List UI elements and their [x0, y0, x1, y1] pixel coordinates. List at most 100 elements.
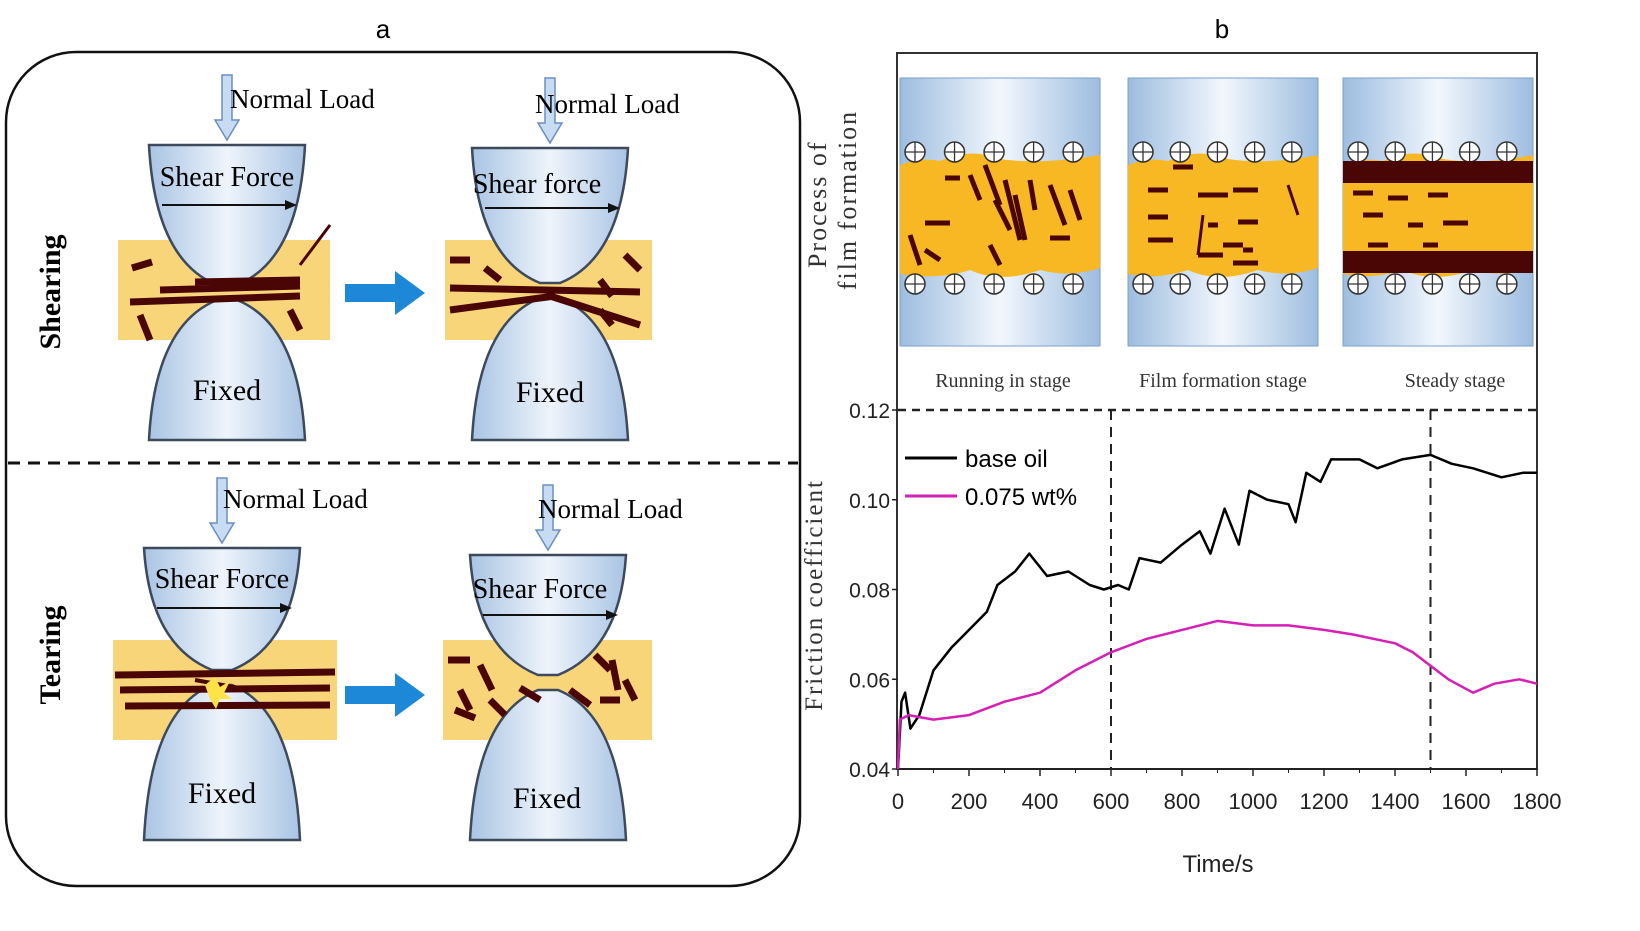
- normal-load-label: Normal Load: [535, 89, 680, 119]
- y-axis-label: Friction coefficient: [801, 479, 828, 711]
- graphene-flake: [622, 252, 643, 273]
- graphene-flake: [136, 313, 154, 342]
- lubricant-film: [1343, 153, 1533, 277]
- graphene-flake: [992, 198, 1013, 232]
- shear-arrowhead-icon: [608, 203, 620, 213]
- surface-ion-icon-cross: [905, 274, 925, 294]
- surface-ion-icon-cross: [1170, 274, 1191, 294]
- graphene-flake: [298, 224, 332, 266]
- panel-b: b Process of film formation Running in s…: [801, 14, 1561, 878]
- surface-ion-icon-cross: [1385, 142, 1406, 162]
- x-tick-label: 600: [1093, 789, 1130, 814]
- graphene-flake: [608, 659, 622, 691]
- graphene-flake: [456, 688, 474, 712]
- graphene-flake: [194, 678, 251, 692]
- graphene-flake: [482, 265, 503, 283]
- surface-ion-icon-cross: [944, 142, 965, 162]
- shear-force-label: Shear Force: [155, 564, 290, 595]
- graphene-flake: [621, 678, 639, 702]
- surface-ion-icon-cross: [984, 274, 1005, 294]
- fixed-label: Fixed: [193, 374, 261, 407]
- surface-ion-icon-cross: [1133, 142, 1153, 162]
- stage-label-film-formation: Film formation stage: [1139, 370, 1307, 392]
- x-tick-label: 1400: [1371, 789, 1420, 814]
- surface-ion-icon-cross: [1496, 142, 1517, 162]
- stage-schematic: [899, 77, 1101, 347]
- stage-label-running-in: Running in stage: [935, 370, 1071, 392]
- surface-ion-icon-cross: [1459, 142, 1480, 162]
- stage-schematic: [1127, 77, 1319, 347]
- surface-ion-icon-cross: [1459, 274, 1480, 294]
- surface-ion-icon-cross: [1281, 142, 1302, 162]
- contact-unit: [113, 477, 337, 842]
- x-tick-label: 1600: [1442, 789, 1491, 814]
- surface-ion-icon-cross: [1422, 274, 1443, 294]
- graphene-flake: [159, 282, 301, 294]
- legend: base oil 0.075 wt%: [905, 446, 1077, 511]
- panel-a-label: a: [376, 14, 391, 44]
- transition-arrow-icon: [345, 271, 425, 315]
- friction-chart: 0 200 400 600 800 1000 1200 1400 1600 1800 0.04 0.0…: [849, 400, 1561, 814]
- surface-ion-icon-cross: [1133, 274, 1153, 294]
- panel-b-label: b: [1215, 14, 1229, 44]
- surface-ion-icon-cross: [1422, 142, 1443, 162]
- surface-ion-icon-cross: [1281, 274, 1302, 294]
- surface-ion-icon-cross: [984, 142, 1005, 162]
- surface-ion-icon-cross: [1348, 274, 1368, 294]
- graphene-flake: [967, 174, 983, 201]
- normal-load-label: Normal Load: [230, 84, 375, 114]
- y-tick-label: 0.06: [849, 669, 890, 692]
- surface-ion-icon-cross: [1348, 142, 1368, 162]
- panel-a: a Shearing Tearing Normal Load Shear For…: [4, 14, 802, 888]
- stage-schematic: [1342, 77, 1534, 347]
- graphene-flake: [114, 668, 336, 679]
- normal-load-label: Normal Load: [538, 494, 683, 524]
- graphene-flake: [518, 684, 542, 704]
- normal-load-arrow-icon: [536, 77, 564, 145]
- surface-ion-icon-cross: [944, 274, 965, 294]
- shear-arrowhead-icon: [280, 603, 292, 613]
- surface-ion-icon-cross: [1023, 142, 1044, 162]
- graphene-flake: [982, 164, 1003, 206]
- transition-arrow-icon: [345, 673, 425, 717]
- lubricant-film: [1128, 153, 1318, 277]
- graphene-flake: [1286, 184, 1300, 216]
- series-line-additive: [896, 619, 1538, 770]
- graphene-flake: [476, 663, 496, 692]
- graphene-flake: [130, 258, 154, 272]
- graphene-flake: [129, 292, 301, 306]
- process-label: Process of film formation: [803, 110, 862, 290]
- surface-ion-icon-cross: [1244, 142, 1265, 162]
- graphene-flake: [1027, 179, 1038, 211]
- surface-ion-icon-cross: [1023, 274, 1044, 294]
- surface-ion-icon-cross: [905, 142, 925, 162]
- graphene-flake: [1002, 179, 1023, 241]
- fracture-spark-icon: [205, 677, 232, 709]
- surface-ion-icon-cross: [1244, 274, 1265, 294]
- graphene-flake: [923, 247, 942, 263]
- fixed-label: Fixed: [516, 376, 584, 409]
- normal-load-label: Normal Load: [223, 484, 368, 514]
- x-tick-label: 1200: [1300, 789, 1349, 814]
- normal-load-arrow-icon: [208, 477, 236, 545]
- x-tick-label: 1000: [1229, 789, 1278, 814]
- surface-ion-icon-cross: [1063, 274, 1084, 294]
- surface-ion-icon-cross: [1385, 274, 1406, 294]
- graphene-flake: [449, 292, 556, 314]
- series-line-base-oil: [896, 453, 1537, 770]
- graphene-flake: [1067, 189, 1083, 221]
- x-axis-label: Time/s: [1182, 851, 1253, 878]
- x-tick-label: 200: [951, 789, 988, 814]
- graphene-flake: [907, 234, 923, 266]
- x-tick-label: 0: [892, 789, 904, 814]
- y-tick-label: 0.10: [849, 490, 890, 513]
- graphene-flake: [592, 652, 613, 673]
- graphene-flake: [548, 292, 642, 329]
- graphene-flake: [1047, 184, 1068, 226]
- row-label-tearing: Tearing: [34, 606, 67, 705]
- normal-load-arrow-icon: [213, 74, 241, 142]
- y-tick-label: 0.04: [849, 759, 890, 782]
- fixed-label: Fixed: [188, 777, 256, 810]
- x-tick-label: 1800: [1513, 789, 1562, 814]
